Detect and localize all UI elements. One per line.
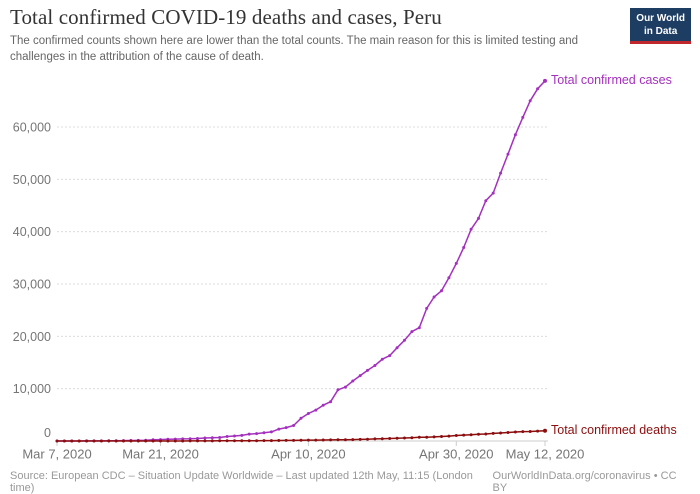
chart-subtitle: The confirmed counts shown here are lowe… — [10, 35, 579, 63]
svg-text:May 12, 2020: May 12, 2020 — [506, 447, 585, 462]
svg-text:40,000: 40,000 — [13, 225, 51, 239]
svg-text:60,000: 60,000 — [13, 121, 51, 135]
owid-logo-line1: Our World — [636, 13, 685, 24]
cases-line-label: Total confirmed cases — [551, 72, 672, 87]
svg-text:20,000: 20,000 — [13, 330, 51, 344]
svg-text:30,000: 30,000 — [13, 278, 51, 292]
svg-text:50,000: 50,000 — [13, 173, 51, 187]
page-title: Total confirmed COVID-19 deaths and case… — [10, 5, 442, 29]
svg-text:Mar 21, 2020: Mar 21, 2020 — [122, 447, 199, 462]
svg-text:10,000: 10,000 — [13, 382, 51, 396]
source-note: Source: European CDC – Situation Update … — [10, 470, 473, 494]
license-link[interactable]: OurWorldInData.org/coronavirus • CC BY — [492, 470, 677, 494]
svg-text:Apr 30, 2020: Apr 30, 2020 — [419, 447, 493, 462]
svg-text:0: 0 — [44, 426, 51, 440]
owid-logo-line2: in Data — [643, 26, 678, 37]
chart-area: 0 10,000 20,000 30,000 40,000 50,000 60,000 Mar… — [0, 62, 700, 462]
svg-text:Apr 10, 2020: Apr 10, 2020 — [271, 447, 345, 462]
deaths-line-label: Total confirmed deaths — [551, 422, 677, 437]
chart-svg[interactable]: 0 10,000 20,000 30,000 40,000 50,000 60,000 Mar… — [0, 62, 700, 462]
svg-text:Mar 7, 2020: Mar 7, 2020 — [22, 447, 91, 462]
chart-footer: Source: European CDC – Situation Update … — [10, 470, 691, 494]
owid-logo[interactable]: Our World in Data — [630, 8, 691, 44]
